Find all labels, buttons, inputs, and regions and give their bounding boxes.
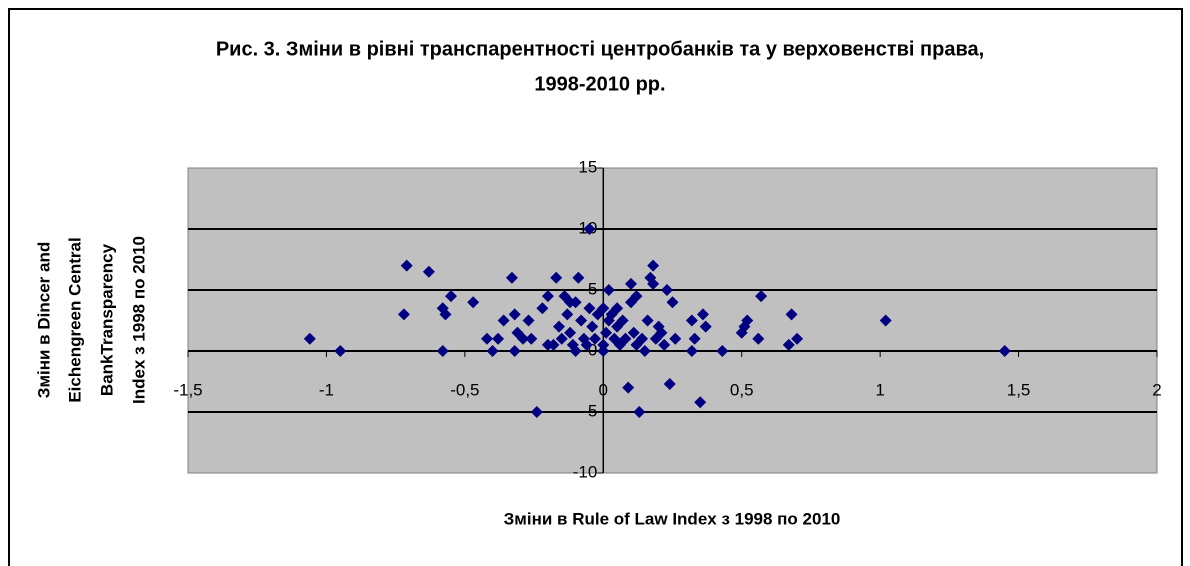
point [638,345,651,357]
point [647,277,660,290]
point [633,406,646,418]
point [547,338,560,351]
point [536,302,549,315]
point [400,259,413,272]
point [586,320,599,333]
point [530,406,543,418]
point [616,314,629,327]
point [555,332,568,345]
point [569,345,582,357]
point [602,284,615,296]
point [666,296,679,309]
point [580,338,593,351]
point [588,332,601,345]
point [334,345,347,357]
point [445,290,458,303]
point [508,345,521,357]
point [597,338,610,351]
chart-frame [8,8,1183,566]
plot-area [187,167,1158,474]
x-tick-label: -1,5 [173,380,202,399]
chart-title: Рис. 3. Зміни в рівні транспарентності ц… [216,38,984,60]
point [569,296,582,309]
y-tick-label: -5 [582,401,597,420]
y-tick-label: 15 [578,157,597,176]
point [879,314,892,327]
point [492,332,505,345]
point [641,314,654,327]
point [663,377,676,390]
point [439,308,452,321]
point [694,396,707,409]
x-tick-label: 0 [599,380,608,399]
point [541,290,554,303]
x-tick-label: -0,5 [450,380,479,399]
point [575,314,588,327]
point [600,326,613,339]
point [688,332,701,345]
point [741,314,754,327]
point [624,277,637,290]
point [647,259,660,272]
point [422,265,435,278]
point [583,223,596,235]
point [572,271,585,284]
point [508,308,521,321]
x-tick-label: 2 [1152,380,1161,399]
point [699,320,712,333]
point [564,326,577,339]
point [658,338,671,351]
point [782,338,795,351]
point [597,345,610,357]
point [611,302,624,315]
x-tick-label: 1 [875,380,884,399]
point [552,320,565,333]
point [497,314,510,327]
x-tick-label: 0,5 [730,380,754,399]
point [467,296,480,309]
point [655,326,668,339]
point [627,326,640,339]
point [755,290,768,303]
point [630,290,643,303]
y-axis-title: BankTransparency [97,243,116,396]
point [486,345,499,357]
point [522,314,535,327]
point [436,345,449,357]
y-axis-title: Зміни в Dincer and [34,242,53,398]
y-tick-label: 0 [588,340,597,359]
point [516,332,529,345]
x-tick-label: 1,5 [1007,380,1031,399]
point [619,332,632,345]
point [561,308,574,321]
point [505,271,518,284]
point [669,332,682,345]
chart-title: 1998-2010 рр. [534,73,665,95]
x-tick-label: -1 [319,380,334,399]
x-axis-title: Зміни в Rule of Law Index з 1998 по 2010 [504,509,841,528]
point [696,308,709,321]
y-axis-title: Eichengreen Central [65,237,84,402]
point [597,302,610,315]
y-tick-label: 5 [588,279,597,298]
point [791,332,804,345]
point [636,332,649,345]
point [583,302,596,315]
point [397,308,410,321]
point [303,332,316,345]
point [685,314,698,327]
point [525,332,538,345]
point [716,345,729,357]
point [785,308,798,321]
y-axis-title: Index з 1998 по 2010 [129,236,148,404]
point [998,345,1011,357]
point [481,332,494,345]
point [685,345,698,357]
point [622,381,635,394]
point [550,271,563,284]
point [660,284,673,296]
y-tick-label: -10 [573,462,598,481]
point [752,332,765,345]
